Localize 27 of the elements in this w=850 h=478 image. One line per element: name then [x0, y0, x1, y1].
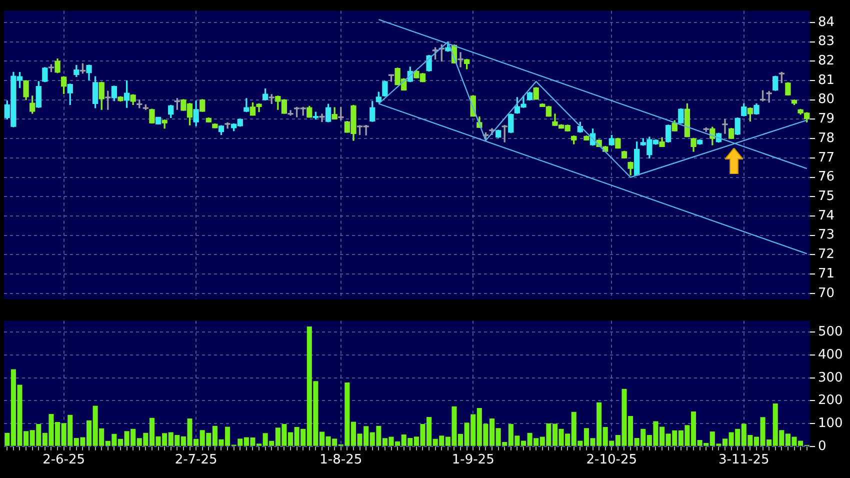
x-tick-label: 1-9-25	[452, 452, 494, 468]
y-tick-label: 72	[818, 247, 835, 262]
y-tick-label: 81	[818, 72, 835, 88]
y-tick-label: 82	[818, 54, 835, 68]
y-tick-label: 0	[818, 438, 826, 454]
y-tick-label: 74	[818, 208, 835, 224]
y-tick-label: 300	[818, 370, 843, 386]
y-tick-label: 78	[818, 130, 835, 146]
y-tick-label: 70	[818, 286, 835, 301]
y-tick-label: 73	[818, 228, 835, 243]
y-tick-label: 79	[818, 112, 835, 127]
y-tick-label: 100	[818, 416, 843, 431]
y-tick-label: 76	[818, 170, 835, 185]
y-tick-label: 200	[818, 393, 843, 408]
y-tick-label: 83	[818, 34, 835, 50]
x-tick-label: 2-6-25	[42, 452, 86, 468]
x-tick-label: 2-10-25	[586, 452, 638, 468]
x-tick-label: 3-11-25	[718, 452, 770, 468]
x-tick-label: 2-7-25	[174, 452, 218, 468]
x-tick-label: 1-8-25	[320, 452, 362, 468]
y-tick-label: 75	[818, 188, 835, 204]
y-tick-label: 400	[818, 347, 843, 362]
y-tick-label: 77	[818, 150, 835, 166]
y-tick-label: 500	[818, 324, 843, 340]
y-tick-label: 71	[818, 266, 835, 282]
y-tick-label: 80	[818, 92, 835, 108]
y-tick-label: 84	[818, 14, 835, 30]
